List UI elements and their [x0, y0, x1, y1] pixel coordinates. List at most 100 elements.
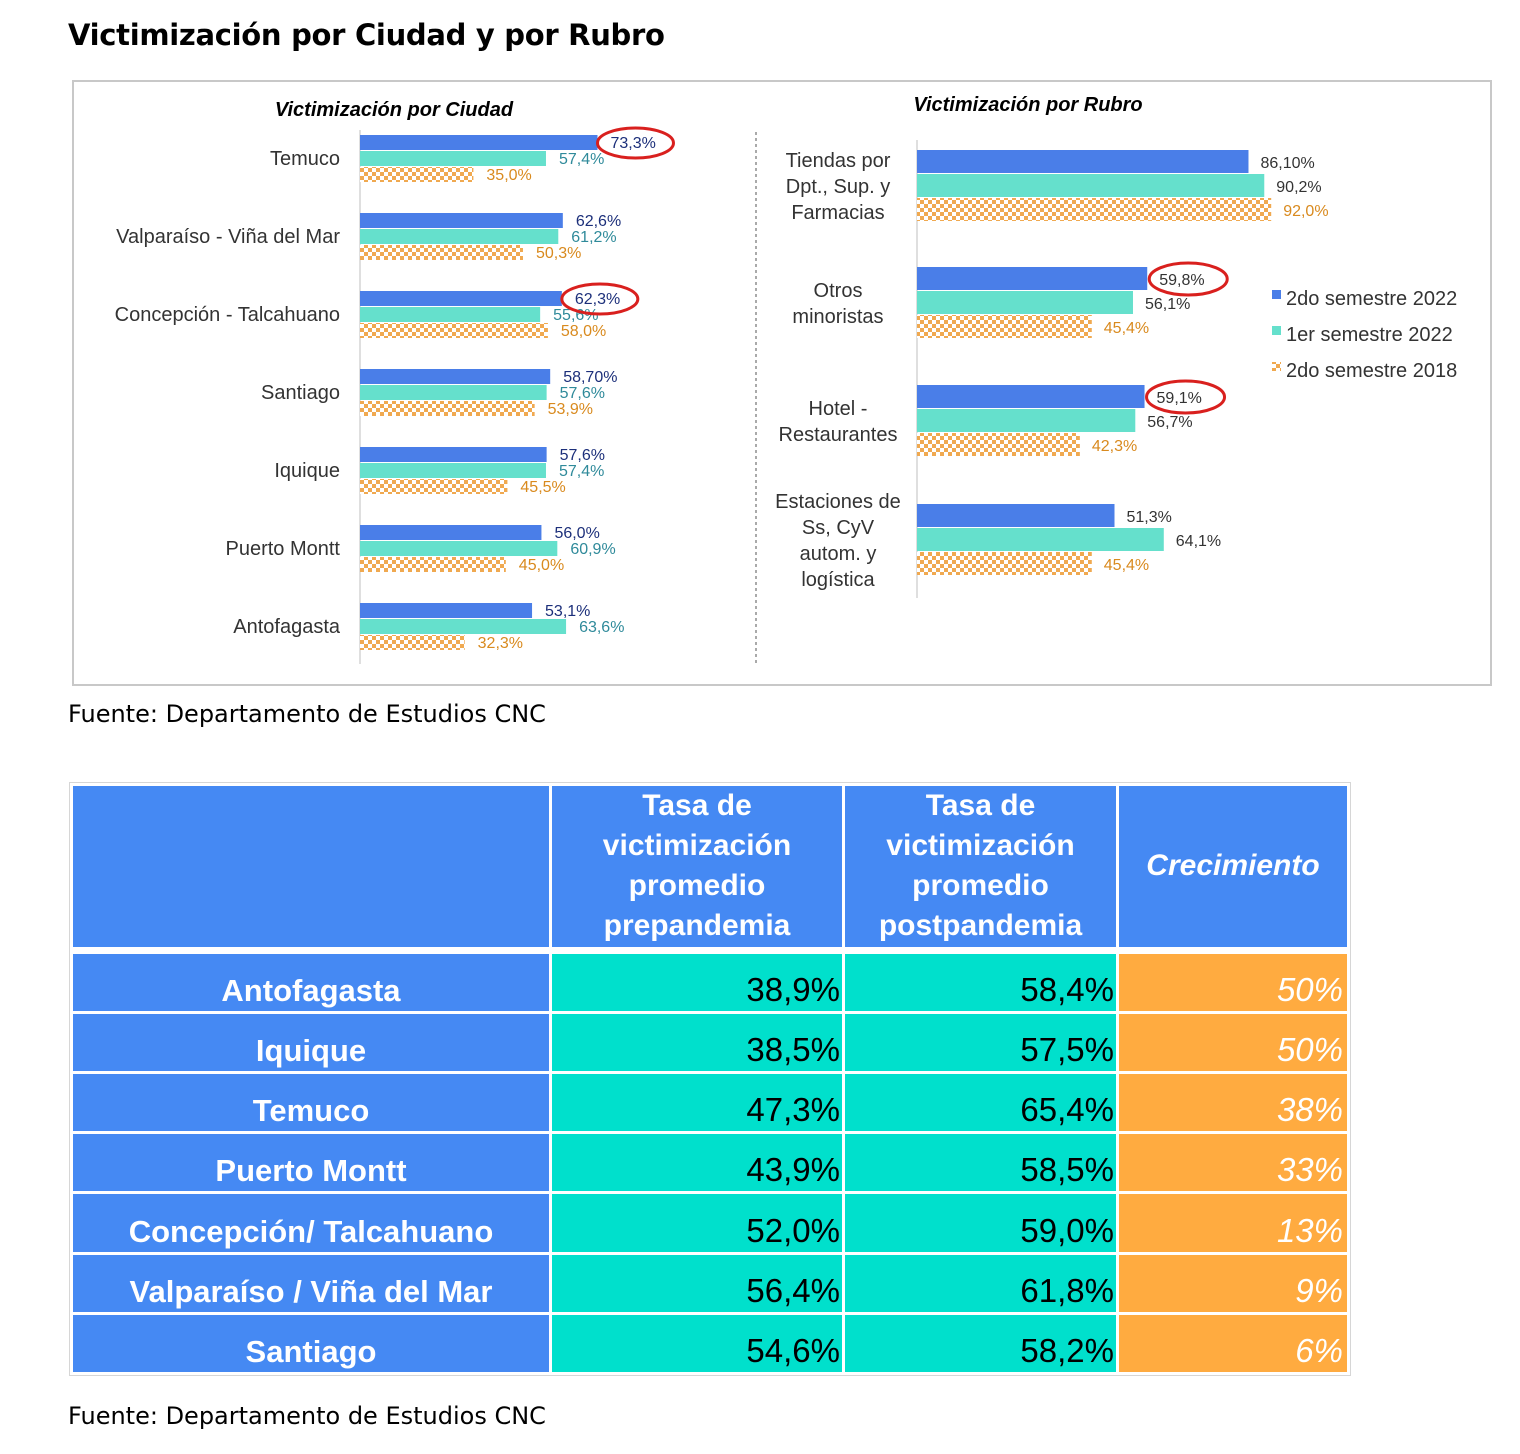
city-category-label: Antofagasta [233, 616, 341, 638]
prepandemic-cell: 43,9% [552, 1134, 842, 1192]
table-header-cell: Tasa de victimización promedio postpandemia [845, 786, 1116, 947]
rubro-data-label: 59,1% [1157, 390, 1202, 407]
city-bar [360, 385, 547, 400]
city-bar [360, 213, 563, 228]
city-bar [360, 167, 474, 182]
city-category-label: Puerto Montt [225, 538, 340, 560]
rubro-data-label: 45,4% [1104, 320, 1149, 337]
rubro-category-label: Tiendas por Dpt., Sup. y Farmacias [786, 150, 891, 224]
prepandemic-cell: 47,3% [552, 1073, 842, 1132]
rubro-category-label: Estaciones de Ss, CyV autom. y logística [775, 491, 901, 591]
table-row: Valparaíso / Viña del Mar 56,4% 61,8% 9% [73, 1254, 1347, 1312]
rubro-bar [917, 291, 1133, 314]
city-bar [360, 151, 546, 166]
table-header-cell: Tasa de victimización promedio prepandemia [552, 786, 842, 947]
city-data-label: 57,6% [560, 385, 605, 402]
growth-cell: 50% [1119, 953, 1347, 1011]
city-cell: Antofagasta [73, 953, 549, 1011]
growth-cell: 6% [1119, 1314, 1347, 1372]
postpandemic-cell: 59,0% [845, 1194, 1116, 1252]
city-category-label: Iquique [274, 460, 340, 482]
legend-swatch [1272, 326, 1281, 335]
highlight-circle [560, 282, 640, 316]
table-header-row: Tasa de victimización promedio prepandemia T… [73, 786, 1347, 947]
city-data-label: 57,6% [560, 447, 605, 464]
city-chart: Victimización por Ciudad Temuco 73,3% 57,4%… [115, 99, 675, 664]
legend-swatch [1272, 290, 1281, 299]
city-data-label: 53,9% [548, 401, 593, 418]
city-cell: Santiago [73, 1314, 549, 1372]
prepandemic-cell: 38,9% [552, 953, 842, 1011]
rubro-bar [917, 528, 1164, 551]
prepandemic-cell: 56,4% [552, 1254, 842, 1312]
legend-item: 1er semestre 2022 [1286, 324, 1453, 346]
city-data-label: 58,0% [561, 323, 606, 340]
rubro-bar [917, 267, 1148, 290]
city-bar [360, 135, 598, 150]
highlight-circle [595, 126, 675, 160]
charts-svg: Victimización por Ciudad Temuco 73,3% 57,4%… [115, 94, 1457, 666]
rubro-data-label: 64,1% [1176, 533, 1221, 550]
city-bar [360, 603, 533, 618]
table-header-cell [73, 786, 549, 947]
city-bar [360, 291, 562, 306]
city-cell: Iquique [73, 1013, 549, 1071]
rubro-data-label: 56,1% [1145, 296, 1190, 313]
city-bar [360, 323, 548, 338]
chart-frame [72, 80, 1492, 686]
table-row: Antofagasta 38,9% 58,4% 50% [73, 953, 1347, 1011]
city-data-label: 45,5% [520, 479, 565, 496]
city-bar [360, 463, 546, 478]
city-data-label: 57,4% [559, 151, 604, 168]
victimization-table: Tasa de victimización promedio prepandemia T… [69, 782, 1351, 1376]
growth-cell: 50% [1119, 1013, 1347, 1071]
rubro-bar [917, 552, 1092, 575]
legend-item: 2do semestre 2018 [1286, 360, 1457, 382]
city-category-label: Temuco [270, 148, 340, 170]
rubro-bar [917, 409, 1136, 432]
city-cell: Concepción/ Talcahuano [73, 1194, 549, 1252]
table-header-cell: Crecimiento [1119, 786, 1347, 947]
rubro-bar [917, 433, 1080, 456]
city-bar [360, 635, 465, 650]
city-data-label: 57,4% [559, 463, 604, 480]
growth-cell: 9% [1119, 1254, 1347, 1312]
postpandemic-cell: 58,5% [845, 1134, 1116, 1192]
rubro-bar [917, 504, 1115, 527]
highlight-circle [1145, 379, 1227, 415]
rubro-chart: Victimización por Rubro Tiendas por Dpt., … [775, 94, 1457, 598]
city-bar [360, 541, 558, 556]
growth-cell: 13% [1119, 1194, 1347, 1252]
rubro-bar [917, 198, 1272, 221]
city-data-label: 73,3% [610, 135, 655, 152]
city-bar [360, 619, 567, 634]
prepandemic-cell: 54,6% [552, 1314, 842, 1372]
postpandemic-cell: 58,2% [845, 1314, 1116, 1372]
city-data-label: 32,3% [478, 635, 523, 652]
city-data-label: 53,1% [545, 603, 590, 620]
source-note-2: Fuente: Departamento de Estudios CNC [68, 1402, 546, 1430]
postpandemic-cell: 61,8% [845, 1254, 1116, 1312]
growth-cell: 38% [1119, 1073, 1347, 1132]
postpandemic-cell: 65,4% [845, 1073, 1116, 1132]
table-row: Temuco 47,3% 65,4% 38% [73, 1073, 1347, 1132]
legend-item: 2do semestre 2022 [1286, 288, 1457, 310]
city-bar [360, 479, 508, 494]
rubro-data-label: 86,10% [1260, 155, 1314, 172]
rubro-data-label: 51,3% [1127, 509, 1172, 526]
growth-cell: 33% [1119, 1134, 1347, 1192]
rubro-bar [917, 315, 1092, 338]
rubro-data-label: 42,3% [1092, 438, 1137, 455]
city-category-label: Santiago [261, 382, 340, 404]
postpandemic-cell: 57,5% [845, 1013, 1116, 1071]
city-bar [360, 525, 542, 540]
city-data-label: 63,6% [579, 619, 624, 636]
city-cell: Puerto Montt [73, 1134, 549, 1192]
prepandemic-cell: 52,0% [552, 1194, 842, 1252]
table-row: Santiago 54,6% 58,2% 6% [73, 1314, 1347, 1372]
source-note: Fuente: Departamento de Estudios CNC [68, 700, 546, 728]
rubro-data-label: 90,2% [1276, 179, 1321, 196]
rubro-data-label: 45,4% [1104, 557, 1149, 574]
city-data-label: 62,6% [576, 213, 621, 230]
legend-swatch [1272, 362, 1281, 371]
